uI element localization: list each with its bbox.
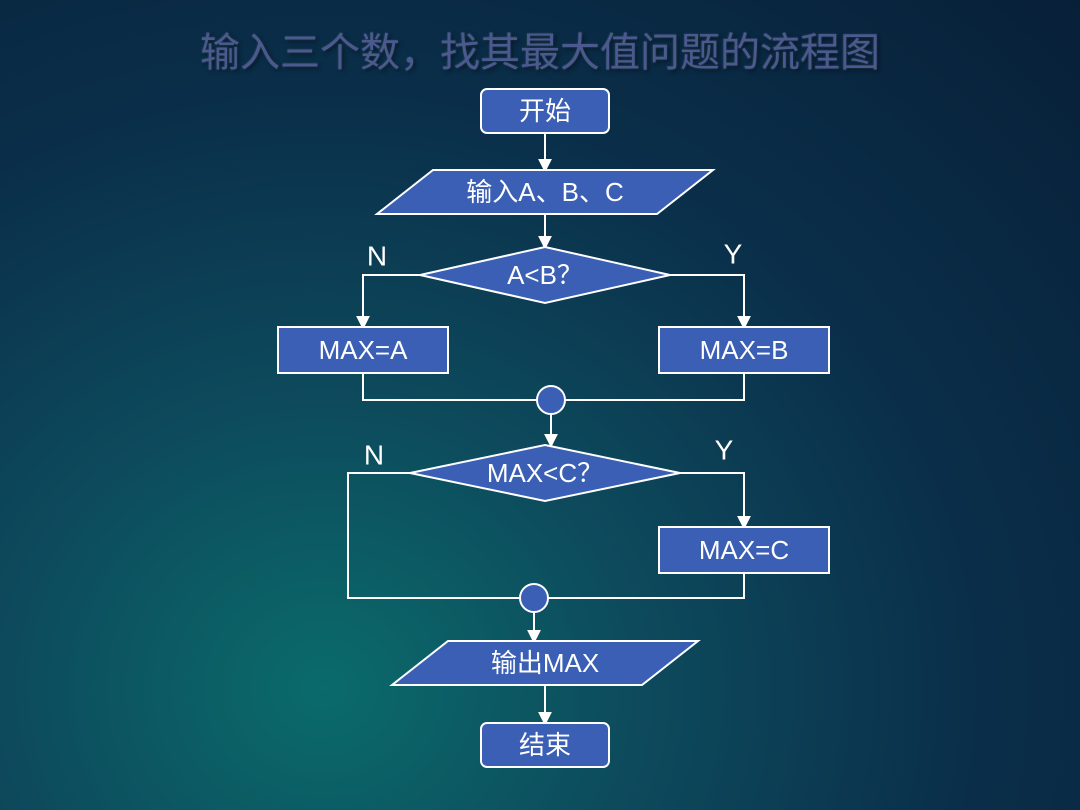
flow-edge	[680, 473, 744, 527]
flow-edge	[670, 275, 744, 327]
node-label: MAX<C？	[487, 458, 603, 488]
node-label: A<B？	[507, 260, 583, 290]
node-label: MAX=C	[699, 535, 789, 565]
node-label: 结束	[519, 730, 571, 760]
flow-edge	[548, 573, 744, 598]
node-c2	[520, 584, 548, 612]
branch-label-d1_yes: Y	[724, 239, 743, 270]
node-d1: A<B？	[420, 247, 670, 303]
node-label: MAX=B	[700, 335, 789, 365]
flow-edge	[565, 373, 744, 400]
node-output: 输出MAX	[392, 641, 698, 685]
node-maxc: MAX=C	[659, 527, 829, 573]
flow-edge	[363, 275, 420, 327]
node-end: 结束	[481, 723, 609, 767]
flow-edge	[363, 373, 537, 400]
flow-edge	[348, 473, 520, 598]
node-d2: MAX<C？	[410, 445, 680, 501]
branch-label-d2_yes: Y	[715, 435, 734, 466]
node-maxb: MAX=B	[659, 327, 829, 373]
branch-label-d2_no: N	[364, 440, 384, 471]
node-label: 输入A、B、C	[466, 177, 623, 207]
branch-label-d1_no: N	[367, 241, 387, 272]
node-label: MAX=A	[319, 335, 409, 365]
node-start: 开始	[481, 89, 609, 133]
flowchart-canvas: 开始输入A、B、C A<B？ MAX=A MAX=B MAX<C？ MAX=C 输出MAX 结…	[0, 0, 1080, 810]
node-label: 开始	[519, 96, 571, 126]
node-input: 输入A、B、C	[377, 170, 713, 214]
node-label: 输出MAX	[491, 648, 599, 678]
node-maxa: MAX=A	[278, 327, 448, 373]
node-c1	[537, 386, 565, 414]
